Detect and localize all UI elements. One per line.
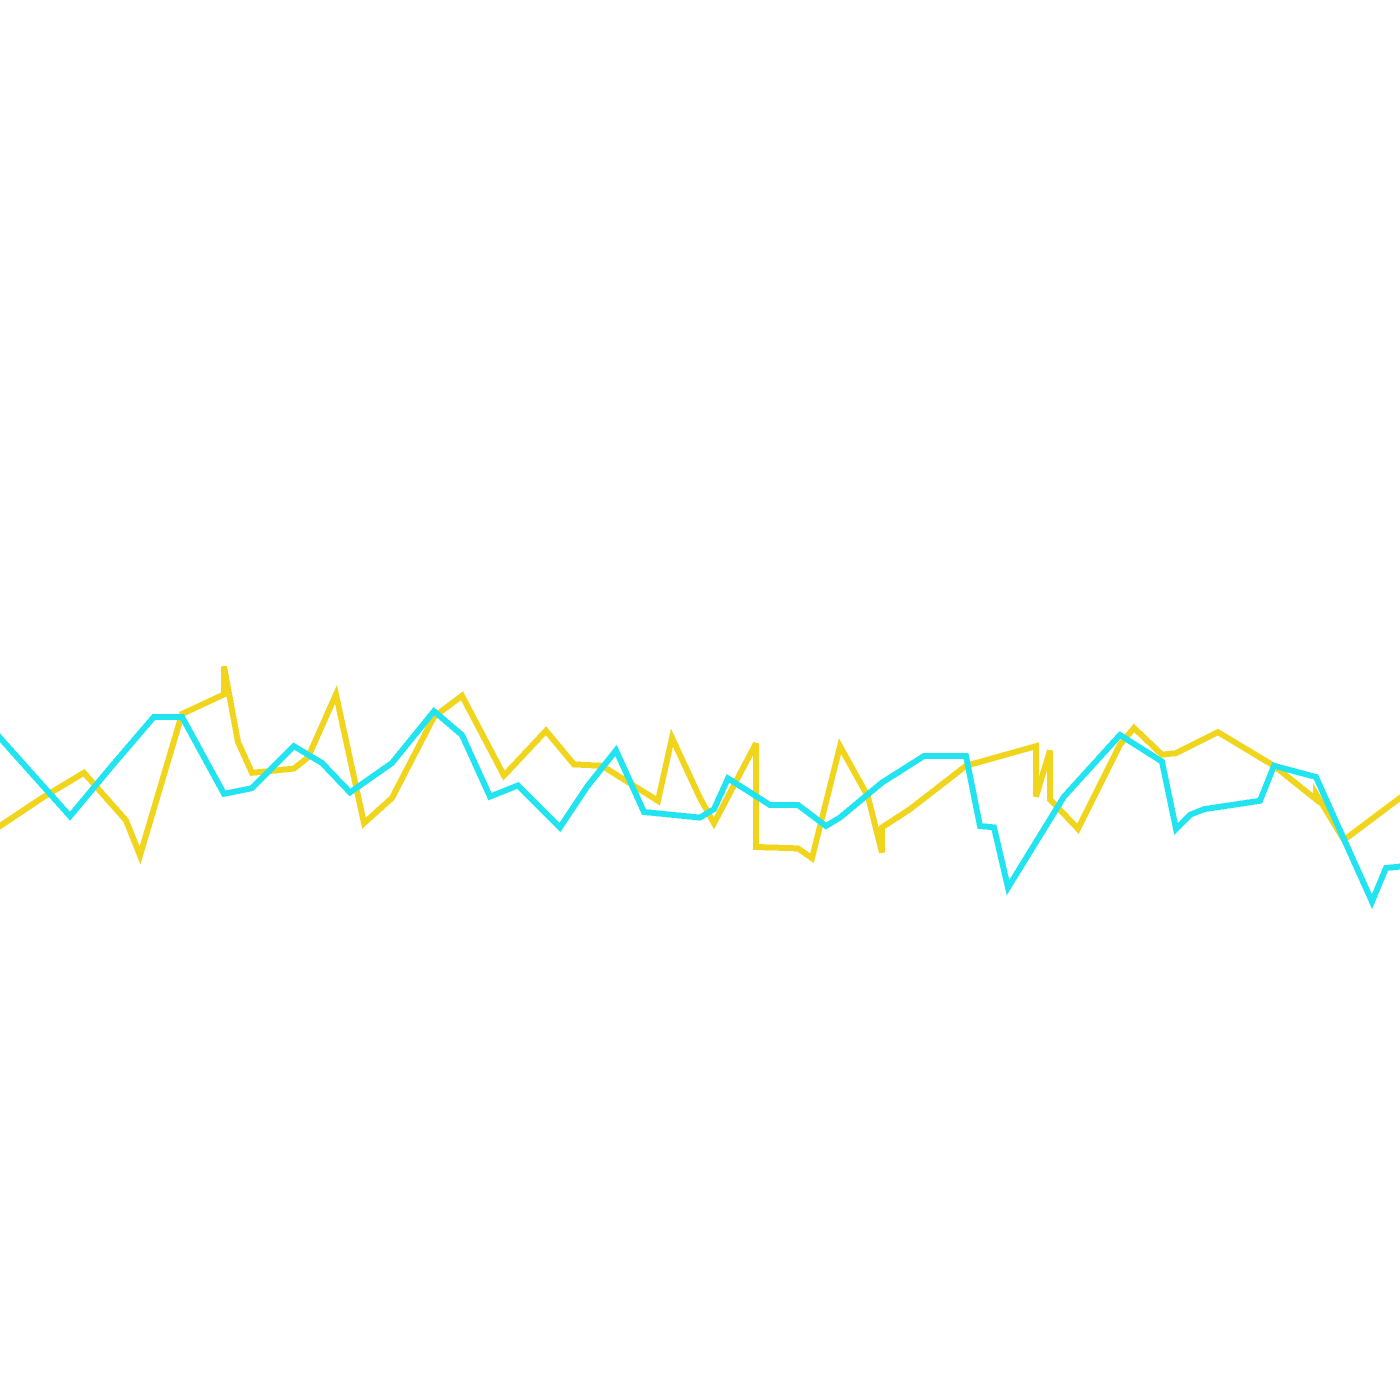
- series-layer: [0, 665, 1400, 910]
- series-line-1: [0, 665, 1400, 865]
- series-line-2: [0, 706, 1400, 910]
